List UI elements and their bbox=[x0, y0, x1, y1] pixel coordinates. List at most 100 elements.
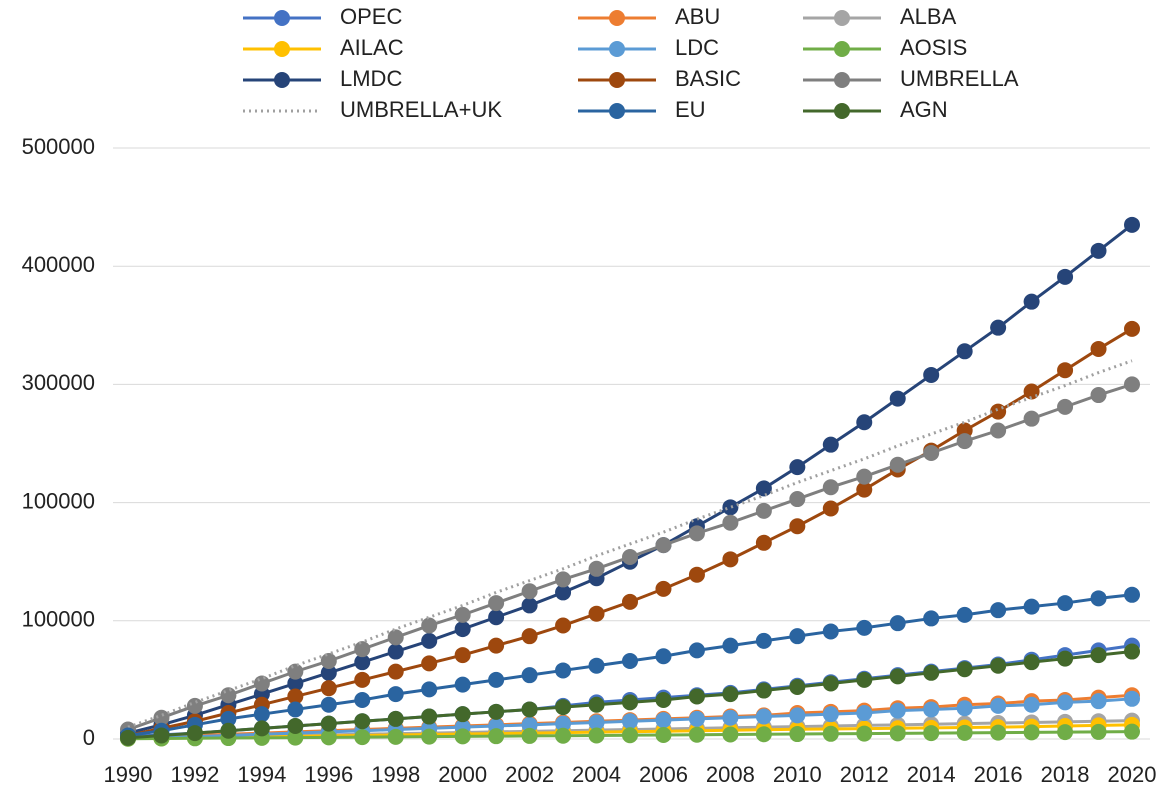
x-tick-label: 2020 bbox=[1108, 762, 1157, 787]
data-point bbox=[856, 468, 873, 485]
legend-label: BASIC bbox=[675, 66, 741, 91]
data-point bbox=[722, 726, 739, 743]
data-point bbox=[253, 706, 270, 723]
legend-label: AILAC bbox=[340, 35, 404, 60]
legend-label: ALBA bbox=[900, 4, 957, 29]
data-point bbox=[1090, 723, 1107, 740]
data-point bbox=[1124, 216, 1140, 233]
data-point bbox=[521, 727, 538, 744]
data-point bbox=[220, 722, 237, 739]
data-point bbox=[421, 655, 438, 672]
data-point bbox=[655, 537, 672, 554]
data-point bbox=[387, 663, 404, 680]
legend-label: UMBRELLA+UK bbox=[340, 97, 502, 122]
y-tick-label: 0 bbox=[83, 725, 95, 750]
legend-marker bbox=[834, 10, 850, 26]
data-point bbox=[722, 551, 739, 568]
data-point bbox=[354, 713, 371, 730]
data-point bbox=[688, 726, 705, 743]
data-point bbox=[655, 691, 672, 708]
data-point bbox=[354, 729, 371, 746]
data-point bbox=[153, 709, 170, 726]
data-point bbox=[555, 699, 572, 716]
data-point bbox=[521, 597, 538, 614]
data-point bbox=[856, 414, 873, 431]
x-tick-label: 2000 bbox=[438, 762, 487, 787]
data-point bbox=[889, 615, 906, 632]
data-point bbox=[789, 459, 806, 476]
data-point bbox=[655, 648, 672, 665]
data-point bbox=[521, 667, 538, 684]
data-point bbox=[622, 652, 638, 669]
data-point bbox=[488, 609, 505, 626]
data-point bbox=[454, 621, 471, 638]
data-point bbox=[1124, 586, 1140, 603]
data-point bbox=[287, 717, 304, 734]
data-point bbox=[421, 681, 438, 698]
data-point bbox=[488, 728, 505, 745]
data-point bbox=[387, 629, 404, 646]
data-point bbox=[354, 654, 371, 671]
data-point bbox=[454, 647, 471, 664]
series-line bbox=[127, 359, 1133, 729]
data-point bbox=[253, 675, 270, 692]
data-point bbox=[320, 715, 337, 732]
data-point bbox=[354, 671, 371, 688]
data-point bbox=[822, 436, 839, 453]
data-point bbox=[220, 710, 237, 727]
y-tick-label: 400000 bbox=[22, 252, 95, 277]
data-point bbox=[421, 708, 438, 725]
data-point bbox=[1023, 598, 1040, 615]
x-tick-label: 2018 bbox=[1041, 762, 1090, 787]
data-point bbox=[421, 728, 438, 745]
data-point bbox=[1057, 398, 1074, 415]
legend-label: LMDC bbox=[340, 66, 402, 91]
data-point bbox=[521, 583, 538, 600]
data-point bbox=[1023, 724, 1040, 741]
data-point bbox=[722, 499, 739, 516]
data-point bbox=[688, 525, 705, 542]
data-point bbox=[990, 602, 1007, 619]
data-point bbox=[622, 694, 638, 711]
data-point bbox=[822, 706, 839, 723]
data-point bbox=[220, 687, 237, 704]
data-point bbox=[755, 726, 772, 743]
data-point bbox=[1023, 654, 1040, 671]
data-point bbox=[387, 728, 404, 745]
data-point bbox=[1057, 650, 1074, 667]
data-point bbox=[588, 714, 605, 731]
data-point bbox=[923, 610, 940, 627]
x-tick-label: 1994 bbox=[237, 762, 286, 787]
x-tick-label: 2016 bbox=[974, 762, 1023, 787]
data-point bbox=[488, 703, 505, 720]
data-point bbox=[488, 671, 505, 688]
data-point bbox=[990, 319, 1007, 336]
data-point bbox=[454, 706, 471, 723]
data-point bbox=[923, 444, 940, 461]
data-point bbox=[622, 727, 638, 744]
data-point bbox=[755, 682, 772, 699]
x-tick-label: 2002 bbox=[505, 762, 554, 787]
data-point bbox=[555, 617, 572, 634]
data-point bbox=[488, 595, 505, 612]
data-point bbox=[588, 727, 605, 744]
data-point bbox=[454, 676, 471, 693]
data-point bbox=[1090, 340, 1107, 357]
legend-marker bbox=[274, 10, 290, 26]
data-point bbox=[186, 697, 203, 714]
x-tick-label: 1992 bbox=[170, 762, 219, 787]
x-tick-label: 2012 bbox=[840, 762, 889, 787]
y-tick-label: 500000 bbox=[22, 134, 95, 159]
x-tick-label: 2004 bbox=[572, 762, 621, 787]
data-point bbox=[1124, 320, 1140, 337]
data-point bbox=[588, 696, 605, 713]
legend-label: AGN bbox=[900, 97, 948, 122]
data-point bbox=[320, 696, 337, 713]
data-point bbox=[1057, 694, 1074, 711]
data-point bbox=[1023, 410, 1040, 427]
data-point bbox=[789, 628, 806, 645]
data-point bbox=[622, 713, 638, 730]
data-point bbox=[923, 725, 940, 742]
data-point bbox=[1090, 590, 1107, 607]
